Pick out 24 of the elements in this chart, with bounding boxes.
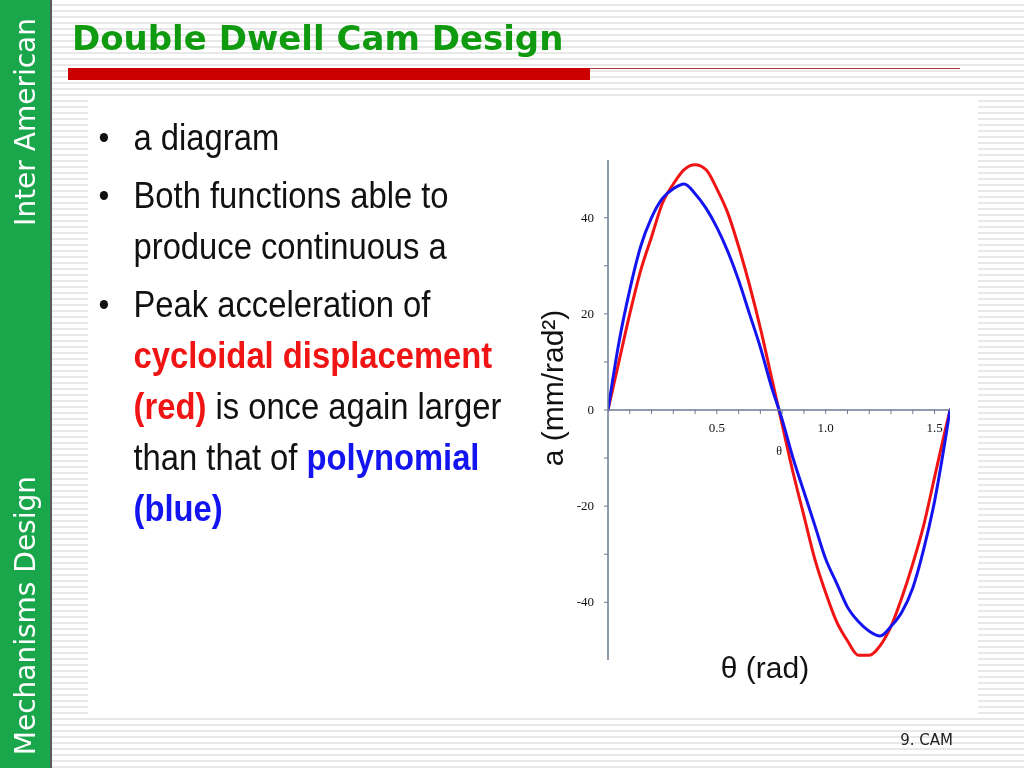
text: Mechanisms Design <box>8 475 43 755</box>
text: Peak acceleration of <box>133 284 431 325</box>
annotation: θ <box>776 444 782 459</box>
x-tick-label: 1.5 <box>926 420 943 435</box>
text: polynomial <box>306 437 480 478</box>
text: a diagram <box>133 116 281 160</box>
text: Inter American <box>8 18 43 226</box>
text: is once again larger <box>215 386 502 427</box>
text: Double Dwell Cam Design <box>72 18 564 58</box>
x-tick-label: 1.0 <box>817 420 834 435</box>
x-axis-title: θ (rad) <box>720 651 810 685</box>
text: (red) <box>133 386 207 427</box>
text: 9. CAM <box>900 731 953 749</box>
x-tick-label: 0.5 <box>708 420 725 435</box>
y-tick-label: 0 <box>587 402 594 417</box>
y-tick-label: 20 <box>581 305 594 321</box>
text: than that of <box>133 437 298 478</box>
y-tick-label: -40 <box>576 594 594 610</box>
text: Both functions able to produce continuous a <box>133 174 450 269</box>
y-tick-label: -20 <box>576 498 594 514</box>
text: (blue) <box>133 488 223 529</box>
y-axis-title: a (mm/rad²) <box>536 309 570 467</box>
text: cycloidal displacement <box>133 335 493 376</box>
y-tick-label: 40 <box>581 209 594 225</box>
